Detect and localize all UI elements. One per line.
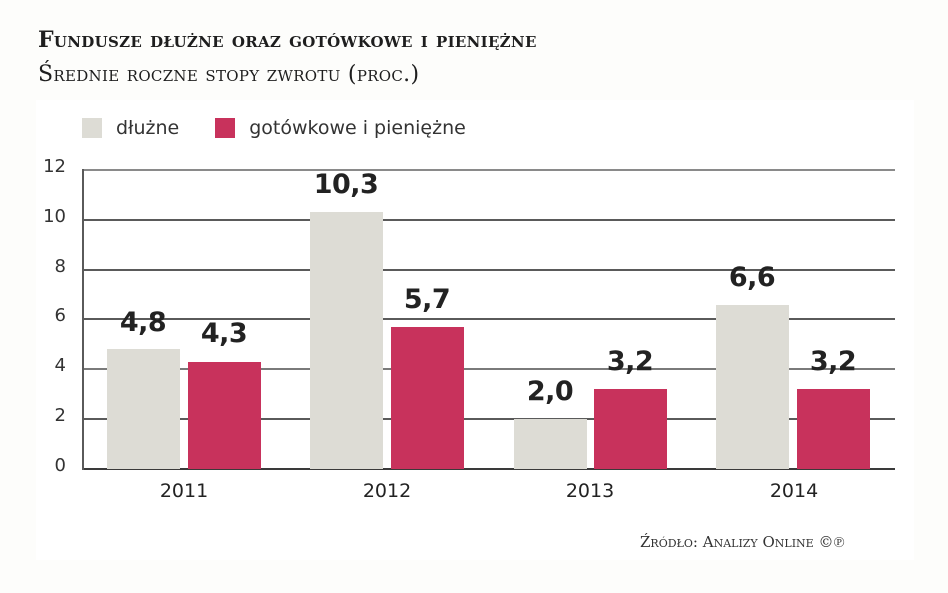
x-tick-2014: 2014 <box>769 480 819 502</box>
y-axis-line <box>82 169 84 470</box>
value-2012-dluzne: 10,3 <box>313 169 379 200</box>
y-tick-0: 0 <box>54 455 66 476</box>
bar-2013-gotowkowe <box>594 389 667 469</box>
x-tick-2011: 2011 <box>159 480 209 502</box>
baseline <box>82 468 895 470</box>
bar-2013-dluzne <box>514 419 587 469</box>
gridline-10 <box>82 219 895 221</box>
chart-title: Fundusze dłużne oraz gotówkowe i pienięż… <box>38 27 537 53</box>
bar-2014-gotowkowe <box>797 389 870 469</box>
gridline-4 <box>82 368 895 370</box>
legend-swatch-dluzne <box>82 118 102 138</box>
legend-label-gotowkowe: gotówkowe i pieniężne <box>249 117 466 139</box>
x-tick-2013: 2013 <box>565 480 615 502</box>
gridline-2 <box>82 418 895 420</box>
y-tick-8: 8 <box>54 256 66 277</box>
y-tick-4: 4 <box>54 355 66 376</box>
value-2012-gotowkowe: 5,7 <box>403 284 451 315</box>
legend-label-dluzne: dłużne <box>116 117 180 139</box>
y-tick-2: 2 <box>54 405 66 426</box>
gridline-6 <box>82 318 895 320</box>
legend-item-gotowkowe: gotówkowe i pieniężne <box>215 117 466 139</box>
value-2011-dluzne: 4,8 <box>119 307 167 338</box>
bar-2012-dluzne <box>310 212 383 469</box>
gridline-12 <box>82 169 895 171</box>
legend: dłużne gotówkowe i pieniężne <box>82 117 502 139</box>
value-2013-dluzne: 2,0 <box>526 376 574 407</box>
x-tick-2012: 2012 <box>362 480 412 502</box>
y-tick-10: 10 <box>43 206 66 227</box>
source-note: Źródło: Analizy Online ©℗ <box>640 533 845 551</box>
bar-2014-dluzne <box>716 305 789 469</box>
legend-swatch-gotowkowe <box>215 118 236 138</box>
value-2014-dluzne: 6,6 <box>728 262 776 293</box>
value-2013-gotowkowe: 3,2 <box>606 346 654 377</box>
gridline-8 <box>82 269 895 271</box>
value-2014-gotowkowe: 3,2 <box>809 346 857 377</box>
legend-item-dluzne: dłużne <box>82 117 179 139</box>
y-tick-6: 6 <box>54 305 66 326</box>
value-2011-gotowkowe: 4,3 <box>200 318 248 349</box>
bar-2011-gotowkowe <box>188 362 261 469</box>
y-tick-12: 12 <box>43 156 66 177</box>
chart-subtitle: Średnie roczne stopy zwrotu (proc.) <box>38 62 420 87</box>
bar-2011-dluzne <box>107 349 180 469</box>
bar-2012-gotowkowe <box>391 327 464 469</box>
